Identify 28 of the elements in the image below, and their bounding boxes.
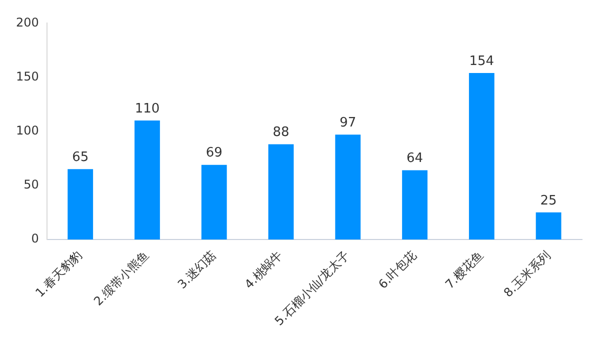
data-label: 97 <box>340 115 356 130</box>
y-tick-label: 50 <box>24 178 39 192</box>
bar <box>68 169 94 240</box>
x-tick-label: 2.缎带小熊鱼 <box>91 248 152 308</box>
y-tick-label: 150 <box>16 69 39 84</box>
y-tick-label: 100 <box>16 123 39 138</box>
data-label: 110 <box>134 101 160 116</box>
data-label: 69 <box>206 146 222 161</box>
x-tick-label: 8.玉米系列 <box>500 248 553 300</box>
bar <box>536 212 562 240</box>
data-label: 64 <box>406 151 424 166</box>
bar <box>134 120 160 240</box>
x-tick-label: 4.桃蜗牛 <box>242 248 286 292</box>
bar <box>268 144 294 240</box>
bar <box>201 164 227 240</box>
bar <box>335 134 361 240</box>
bar <box>468 72 494 240</box>
data-label: 88 <box>272 125 290 140</box>
data-label: 25 <box>540 193 557 208</box>
y-tick-label: 0 <box>31 232 39 246</box>
data-label: 65 <box>72 150 89 166</box>
data-label: 154 <box>469 54 494 69</box>
x-tick-label: 1.春天豹豹 <box>32 248 85 300</box>
x-tick-label: 6.叶包花 <box>376 248 420 292</box>
bar <box>402 170 428 240</box>
y-tick-label: 200 <box>16 15 39 30</box>
x-tick-label: 3.迷幻菇 <box>175 248 218 292</box>
x-tick-label: 7.樱花鱼 <box>442 248 486 292</box>
